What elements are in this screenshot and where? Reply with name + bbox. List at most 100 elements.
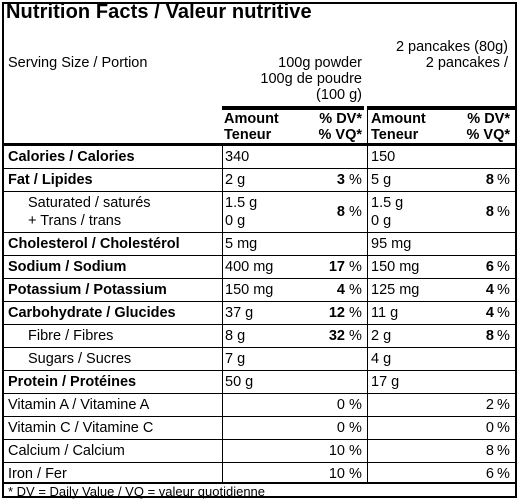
header-vq-col1: % VQ* bbox=[318, 127, 362, 143]
pct-sign-col2: % bbox=[497, 172, 510, 188]
nutrient-label-cholesterol: Cholesterol / Cholestérol bbox=[8, 236, 180, 252]
serving-size-label: Serving Size / Portion bbox=[8, 55, 148, 71]
footnote: * DV = Daily Value / VQ = valeur quotidi… bbox=[8, 484, 266, 499]
pct-sign-col1: % bbox=[349, 259, 362, 275]
dv-col1-potassium: 4 bbox=[336, 282, 345, 298]
row-divider bbox=[2, 393, 517, 394]
dv-col1-calcium: 10 bbox=[328, 443, 345, 459]
dv-col2-sodium: 6 bbox=[485, 259, 494, 275]
amount-col2-saturated: 1.5 g bbox=[371, 195, 404, 211]
pct-sign-col1: % bbox=[349, 172, 362, 188]
amount-col1-fat: 2 g bbox=[225, 172, 246, 188]
amount-col1-potassium: 150 mg bbox=[225, 282, 274, 298]
serving-divider-col1 bbox=[222, 106, 364, 110]
nutrient-label-sodium: Sodium / Sodium bbox=[8, 259, 127, 275]
header-divider bbox=[2, 143, 517, 146]
serving-col1-line3: (100 g) bbox=[316, 87, 362, 103]
pct-sign-col2: % bbox=[497, 397, 510, 413]
nutrient-label-calcium: Calcium / Calcium bbox=[8, 443, 125, 459]
header-vq-col2: % VQ* bbox=[466, 127, 510, 143]
dv-col2-vitamin-c: 0 bbox=[485, 420, 494, 436]
row-divider bbox=[2, 168, 517, 169]
amount-col2-protein: 17 g bbox=[371, 374, 400, 390]
amount-col2-carbohydrate: 11 g bbox=[371, 305, 399, 321]
nutrient-label-vitamin-c: Vitamin C / Vitamine C bbox=[8, 420, 154, 436]
row-divider bbox=[2, 462, 517, 463]
dv-col2-iron: 6 bbox=[485, 466, 494, 482]
col-divider-1 bbox=[222, 146, 223, 482]
dv-col2-fibre: 8 bbox=[485, 328, 494, 344]
row-divider bbox=[2, 416, 517, 417]
amount-col2-fat: 5 g bbox=[371, 172, 392, 188]
amount-col1-sugars: 7 g bbox=[225, 351, 246, 367]
pct-sign-col1: % bbox=[349, 420, 362, 436]
amount-col1-calories: 340 bbox=[225, 149, 250, 165]
serving-divider-col2 bbox=[368, 106, 515, 110]
amount-col2-fibre: 2 g bbox=[371, 328, 392, 344]
header-amount-col2: Amount bbox=[371, 111, 426, 127]
nutrient-label-protein: Protein / Protéines bbox=[8, 374, 137, 390]
amount-col1-cholesterol: 5 mg bbox=[225, 236, 258, 252]
pct-sign-col2: % bbox=[497, 259, 510, 275]
dv-col1-fat: 3 bbox=[336, 172, 345, 188]
header-teneur-col1: Teneur bbox=[224, 127, 272, 143]
header-dv-col1: % DV* bbox=[319, 111, 362, 127]
nutrient-label-carbohydrate: Carbohydrate / Glucides bbox=[8, 305, 176, 321]
nutrient-label-fat: Fat / Lipides bbox=[8, 172, 93, 188]
serving-col1-line1: 100g powder bbox=[278, 55, 362, 71]
col-divider-2 bbox=[367, 106, 368, 482]
dv-col1-fibre: 32 bbox=[328, 328, 345, 344]
pct-sign-col2: % bbox=[497, 328, 510, 344]
dv-col1-iron: 10 bbox=[328, 466, 345, 482]
pct-sign-col2: % bbox=[497, 282, 510, 298]
dv-col1-vitamin-c: 0 bbox=[336, 420, 345, 436]
pct-sign-col2: % bbox=[497, 443, 510, 459]
pct-sign-col1: % bbox=[349, 328, 362, 344]
pct-sign-col2: % bbox=[497, 305, 510, 321]
amount-col1-carbohydrate: 37 g bbox=[225, 305, 254, 321]
dv-col2-saturated: 8 bbox=[485, 204, 494, 220]
dv-col2-calcium: 8 bbox=[485, 443, 494, 459]
pct-sign-col2: % bbox=[497, 420, 510, 436]
amount-col1-trans: 0 g bbox=[225, 213, 246, 229]
nutrient-label-potassium: Potassium / Potassium bbox=[8, 282, 167, 298]
dv-col2-fat: 8 bbox=[485, 172, 494, 188]
nutrient-label-saturated: Saturated / saturés bbox=[28, 195, 151, 211]
row-divider bbox=[2, 301, 517, 302]
nutrient-label-vitamin-a: Vitamin A / Vitamine A bbox=[8, 397, 150, 413]
amount-col1-protein: 50 g bbox=[225, 374, 254, 390]
dv-col1-carbohydrate: 12 bbox=[328, 305, 345, 321]
row-divider bbox=[2, 191, 517, 192]
dv-col1-vitamin-a: 0 bbox=[336, 397, 345, 413]
amount-col2-calories: 150 bbox=[371, 149, 396, 165]
amount-col2-potassium: 125 mg bbox=[371, 282, 420, 298]
panel-title: Nutrition Facts / Valeur nutritive bbox=[6, 1, 312, 23]
amount-col2-sugars: 4 g bbox=[371, 351, 392, 367]
amount-col1-fibre: 8 g bbox=[225, 328, 246, 344]
amount-col2-trans: 0 g bbox=[371, 213, 392, 229]
serving-col2-line2: 2 pancakes / bbox=[425, 55, 508, 71]
dv-col1-saturated: 8 bbox=[336, 204, 345, 220]
nutrient-label-calories: Calories / Calories bbox=[8, 149, 135, 165]
row-divider bbox=[2, 255, 517, 256]
nutrient-label-fibre: Fibre / Fibres bbox=[28, 328, 114, 344]
serving-col2-line1: 2 pancakes (80g) bbox=[395, 39, 508, 55]
row-divider bbox=[2, 347, 517, 348]
dv-col2-carbohydrate: 4 bbox=[485, 305, 494, 321]
header-dv-col2: % DV* bbox=[467, 111, 510, 127]
footnote-divider bbox=[2, 482, 517, 484]
nutrient-label-iron: Iron / Fer bbox=[8, 466, 67, 482]
serving-col1-line2: 100g de poudre bbox=[260, 71, 362, 87]
pct-sign-col1: % bbox=[349, 204, 362, 220]
dv-col2-potassium: 4 bbox=[485, 282, 494, 298]
amount-col2-sodium: 150 mg bbox=[371, 259, 420, 275]
pct-sign-col1: % bbox=[349, 305, 362, 321]
nutrient-label-sugars: Sugars / Sucres bbox=[28, 351, 132, 367]
header-teneur-col2: Teneur bbox=[371, 127, 419, 143]
header-amount-col1: Amount bbox=[224, 111, 279, 127]
amount-col2-cholesterol: 95 mg bbox=[371, 236, 412, 252]
dv-col2-vitamin-a: 2 bbox=[485, 397, 494, 413]
nutrient-label-trans: + Trans / trans bbox=[28, 213, 122, 229]
amount-col1-sodium: 400 mg bbox=[225, 259, 274, 275]
row-divider bbox=[2, 278, 517, 279]
